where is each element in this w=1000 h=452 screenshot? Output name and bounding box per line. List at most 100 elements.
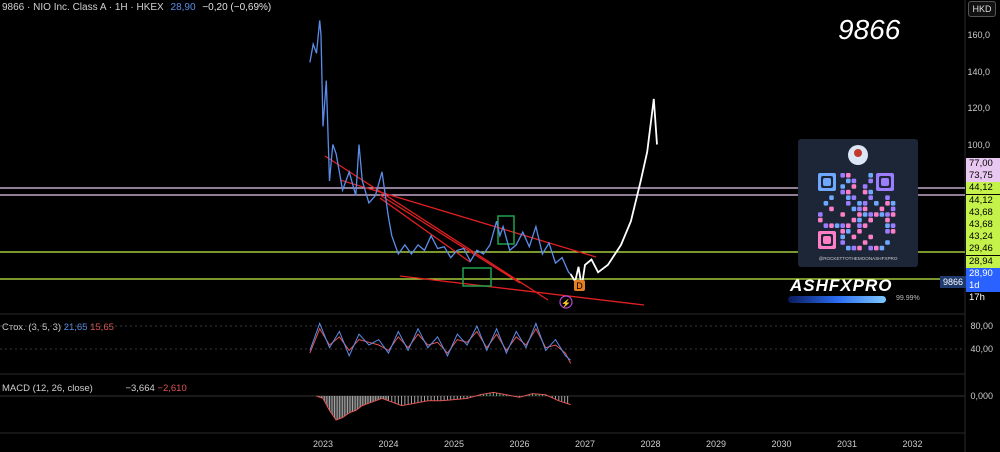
qr-module: [862, 223, 868, 228]
d-marker[interactable]: [574, 280, 585, 291]
qr-module: [846, 195, 851, 200]
qr-module: [885, 229, 890, 234]
trendline[interactable]: [339, 179, 597, 258]
qr-module: [829, 223, 834, 228]
price-tag: 28,90: [966, 267, 1000, 280]
qr-module: [857, 229, 862, 234]
qr-module: [846, 189, 851, 195]
stoch-scale-label: 80,00: [970, 321, 993, 331]
time-axis[interactable]: 2023 2024 2025 2026 2027 2028 2029 2030 2031 2032: [313, 439, 923, 449]
stoch-k-value: 21,65: [63, 322, 88, 333]
macd-label: MACD (12, 26, close): [2, 383, 93, 394]
price-tag: 44,12: [966, 194, 1000, 207]
qr-module: [840, 173, 845, 178]
qr-finder: [823, 178, 831, 186]
qr-module: [890, 212, 896, 217]
last-price: 28,90: [170, 2, 196, 13]
currency-button[interactable]: HKD: [968, 1, 996, 17]
time-axis-label: 2032: [902, 439, 922, 449]
qr-module: [846, 173, 851, 178]
price-scale[interactable]: 160,0 140,0 120,0 100,0: [967, 30, 990, 150]
qr-module: [862, 184, 868, 189]
bolt-icon: ⚡: [561, 298, 571, 308]
qr-module: [851, 245, 857, 251]
price-scale-label: 120,0: [967, 103, 990, 113]
trendlines[interactable]: [324, 155, 645, 306]
qr-module: [840, 212, 845, 217]
qr-module: [846, 245, 851, 251]
time-axis-label: 2029: [706, 439, 726, 449]
price-series-line[interactable]: [309, 20, 572, 275]
stoch-label: Стох. (3, 5, 3): [2, 322, 62, 333]
macd-histogram[interactable]: [316, 392, 569, 420]
highlight-box[interactable]: [462, 267, 492, 287]
qr-module: [868, 245, 873, 251]
qr-module: [879, 206, 885, 212]
qr-module: [885, 217, 890, 223]
qr-module: [862, 189, 868, 195]
brand-progress-bar: [788, 296, 886, 303]
price-tag: 1d 17h: [966, 280, 1000, 303]
qr-module: [823, 223, 829, 228]
qr-module: [846, 223, 851, 228]
price-tag: 29,46: [966, 243, 1000, 256]
qr-finder: [823, 236, 831, 244]
time-axis-label: 2031: [837, 439, 857, 449]
qr-module: [846, 201, 851, 206]
qr-module: [823, 201, 829, 206]
qr-module: [885, 201, 890, 206]
qr-module: [874, 245, 879, 251]
time-axis-label: 2026: [509, 439, 529, 449]
macd-value: −3,664: [125, 383, 155, 394]
price-tag: 77,00: [966, 158, 1000, 170]
qr-module: [874, 212, 879, 217]
time-axis-label: 2027: [575, 439, 595, 449]
qr-module: [862, 212, 868, 217]
qr-module: [851, 184, 857, 189]
qr-module: [818, 217, 823, 223]
qr-module: [846, 229, 851, 234]
symbol-line: 9866 · NIO Inc. Class A · 1H · HKEX: [2, 2, 164, 13]
bolt-marker[interactable]: [559, 295, 573, 309]
price-scale-label: 160,0: [967, 30, 990, 40]
macd-signal-line[interactable]: [316, 391, 571, 421]
qr-module: [868, 173, 873, 178]
qr-caption: @ROCKETTOTHEMOONASHFXPRO: [818, 256, 898, 261]
qr-module: [890, 206, 896, 212]
qr-module: [890, 223, 896, 228]
qr-code-card[interactable]: @ROCKETTOTHEMOONASHFXPRO: [798, 139, 918, 267]
rocket-icon: [854, 149, 862, 157]
qr-module: [840, 189, 845, 195]
qr-module: [862, 240, 868, 245]
stoch-header: Стох. (3, 5, 3) 21,65 15,65: [2, 322, 114, 333]
trendline[interactable]: [399, 275, 645, 306]
time-axis-label: 2030: [771, 439, 791, 449]
projection-line[interactable]: [569, 98, 658, 288]
qr-module: [868, 178, 873, 184]
qr-module: [890, 201, 896, 206]
qr-module: [840, 240, 845, 245]
time-axis-label: 2023: [313, 439, 333, 449]
qr-code: [818, 145, 896, 251]
qr-module: [868, 234, 873, 240]
trendline[interactable]: [379, 197, 471, 263]
qr-module: [879, 212, 885, 217]
qr-module: [840, 223, 845, 228]
brand-progress-label: 99.99%: [896, 295, 920, 302]
price-scale-label: 100,0: [967, 140, 990, 150]
trendline[interactable]: [379, 194, 521, 284]
qr-module: [879, 245, 885, 251]
qr-module: [829, 206, 834, 212]
qr-modules: [818, 173, 896, 251]
qr-module: [885, 223, 890, 228]
chart-header: 9866 · NIO Inc. Class A · 1H · HKEX 28,9…: [2, 2, 271, 13]
stoch-k-line[interactable]: [309, 322, 571, 361]
qr-module: [857, 206, 862, 212]
time-axis-label: 2025: [444, 439, 464, 449]
qr-module: [840, 234, 845, 240]
time-axis-label: 2024: [378, 439, 398, 449]
qr-module: [851, 217, 857, 223]
qr-module: [862, 206, 868, 212]
d-marker-label: D: [576, 281, 583, 291]
